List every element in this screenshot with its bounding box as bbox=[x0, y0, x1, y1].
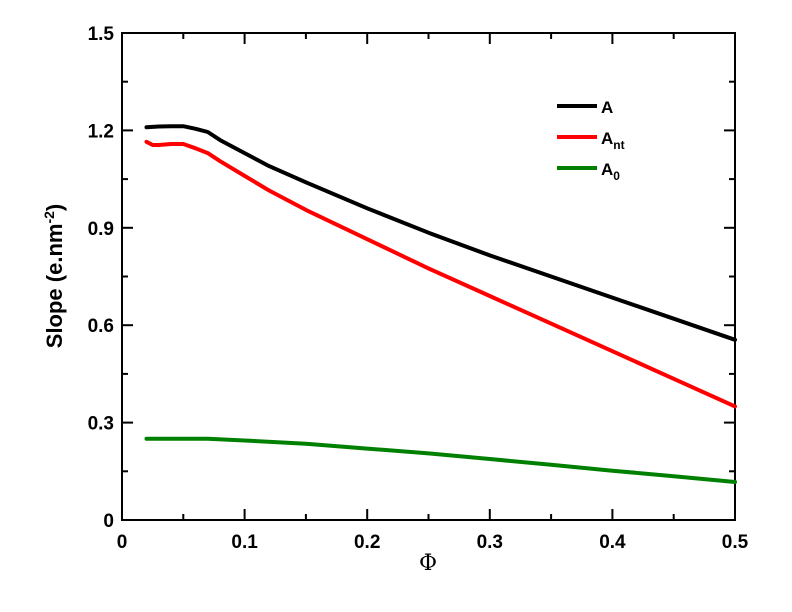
y-tick-label: 0 bbox=[103, 511, 114, 532]
x-tick-label: 0.4 bbox=[599, 532, 626, 553]
x-tick-label: 0.2 bbox=[354, 532, 380, 553]
y-tick-label: 0.6 bbox=[88, 316, 114, 337]
x-tick-label: 0.3 bbox=[477, 532, 503, 553]
legend: A Ant A0 bbox=[557, 98, 625, 183]
y-axis-title-close: ) bbox=[42, 204, 67, 211]
series-line-A0 bbox=[144, 436, 737, 484]
y-tick-label: 1.5 bbox=[88, 24, 115, 45]
axis-ticks: 0 0.1 0.2 0.3 0.4 0.5 0 0.3 0.6 0.9 1.2 1.5 bbox=[88, 24, 749, 553]
x-axis-title: Φ bbox=[419, 551, 437, 576]
y-axis-title: Slope (e.nm-2) bbox=[41, 204, 67, 348]
legend-label-A: A bbox=[601, 98, 613, 117]
legend-label-A0: A0 bbox=[601, 160, 620, 183]
y-axis-title-sup: -2 bbox=[41, 211, 57, 224]
y-axis-title-main: Slope (e.nm bbox=[42, 224, 67, 349]
x-tick-label: 0.5 bbox=[722, 532, 749, 553]
y-tick-label: 0.9 bbox=[88, 219, 114, 240]
x-tick-label: 0.1 bbox=[231, 532, 258, 553]
legend-label-Ant: Ant bbox=[601, 129, 625, 152]
plot-frame bbox=[121, 32, 736, 521]
y-tick-label: 1.2 bbox=[88, 121, 114, 142]
series-line-A bbox=[144, 124, 737, 342]
series-line-Ant bbox=[144, 139, 737, 409]
series-lines bbox=[144, 124, 737, 484]
y-tick-label: 0.3 bbox=[88, 414, 114, 435]
x-tick-label: 0 bbox=[117, 532, 128, 553]
